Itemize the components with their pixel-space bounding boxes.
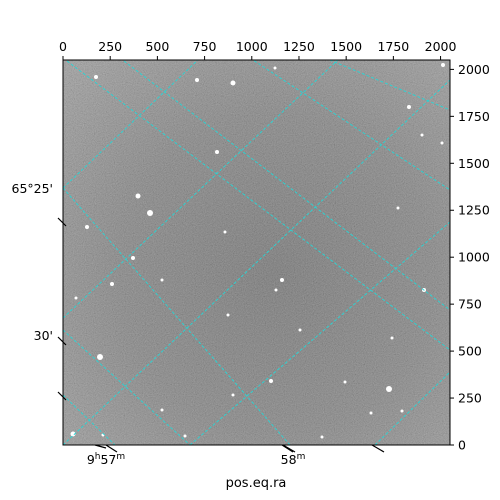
- star: [386, 386, 392, 392]
- star: [74, 296, 78, 300]
- right-tick-label: 750: [458, 297, 482, 312]
- right-tick-label: 0: [458, 438, 466, 453]
- star: [273, 66, 277, 70]
- star: [97, 354, 103, 360]
- star: [280, 278, 284, 282]
- star: [70, 431, 76, 437]
- left-tick: [57, 336, 67, 346]
- top-tick-label: 1750: [377, 39, 409, 54]
- star: [223, 230, 227, 234]
- star: [147, 210, 153, 216]
- bottom-tick-label: 9h57m: [87, 452, 125, 467]
- top-tick-label: 750: [193, 39, 217, 54]
- star: [420, 133, 424, 137]
- star: [269, 379, 273, 383]
- star: [183, 434, 187, 438]
- right-tick-label: 1750: [458, 109, 490, 124]
- star: [94, 75, 98, 79]
- star: [274, 288, 278, 292]
- stars: [70, 63, 454, 439]
- left-world-axis: 65°25' 30': [12, 181, 67, 401]
- star: [450, 73, 454, 77]
- grid-line: [64, 60, 450, 351]
- right-tick-label: 2000: [458, 62, 490, 77]
- x-axis-label: pos.eq.ra: [226, 476, 287, 491]
- top-tick-label: 0: [59, 39, 67, 54]
- star: [396, 206, 400, 210]
- grid-line: [63, 60, 339, 319]
- top-tick-label: 1000: [236, 39, 268, 54]
- left-tick: [57, 217, 67, 227]
- top-tick-label: 1250: [283, 39, 315, 54]
- star: [441, 63, 445, 67]
- star: [110, 282, 114, 286]
- star: [231, 393, 235, 397]
- star: [85, 225, 89, 229]
- bottom-tick: [282, 444, 296, 453]
- grid-line: [63, 79, 450, 445]
- star: [440, 141, 444, 145]
- bottom-tick: [371, 444, 385, 453]
- star: [298, 328, 302, 332]
- top-pixel-axis: 0 250 500 750 1000 1250 1500 1750 2000: [59, 39, 457, 60]
- star: [390, 336, 394, 340]
- right-tick-label: 1000: [458, 250, 490, 265]
- bottom-tick: [94, 444, 107, 449]
- right-tick-label: 1500: [458, 156, 490, 171]
- top-tick-label: 500: [145, 39, 169, 54]
- top-tick-label: 2000: [425, 39, 457, 54]
- bottom-world-axis: 9h57m 58m: [87, 444, 385, 467]
- grid-line: [121, 60, 450, 311]
- star: [226, 313, 230, 317]
- right-tick-label: 1250: [458, 203, 490, 218]
- star: [160, 278, 164, 282]
- grid-line: [374, 371, 450, 445]
- star: [135, 193, 141, 199]
- star: [407, 105, 411, 109]
- grid-line: [63, 329, 191, 445]
- star: [320, 435, 324, 439]
- star: [343, 380, 347, 384]
- coordinate-grid: [63, 60, 450, 445]
- star: [230, 80, 236, 86]
- star: [215, 150, 219, 154]
- right-tick-label: 250: [458, 391, 482, 406]
- star: [369, 411, 373, 415]
- star: [400, 409, 404, 413]
- star: [195, 78, 199, 82]
- left-tick-label: 30': [34, 328, 53, 343]
- star: [160, 408, 164, 412]
- grid-line: [328, 60, 450, 111]
- star: [131, 256, 135, 260]
- grid-line: [63, 60, 199, 189]
- left-tick: [57, 391, 67, 401]
- grid-line: [63, 187, 291, 445]
- bottom-tick-label: 58m: [281, 452, 306, 467]
- right-pixel-axis: 0 250 500 750 1000 1250 1500 1750 2000: [450, 62, 490, 453]
- bottom-tick: [105, 444, 118, 453]
- plot-frame: [62, 59, 451, 446]
- right-tick-label: 500: [458, 344, 482, 359]
- top-tick-label: 1500: [330, 39, 362, 54]
- sky-image: [63, 60, 454, 445]
- grid-line: [189, 221, 450, 445]
- left-tick-label: 65°25': [12, 181, 54, 196]
- top-tick-label: 250: [98, 39, 122, 54]
